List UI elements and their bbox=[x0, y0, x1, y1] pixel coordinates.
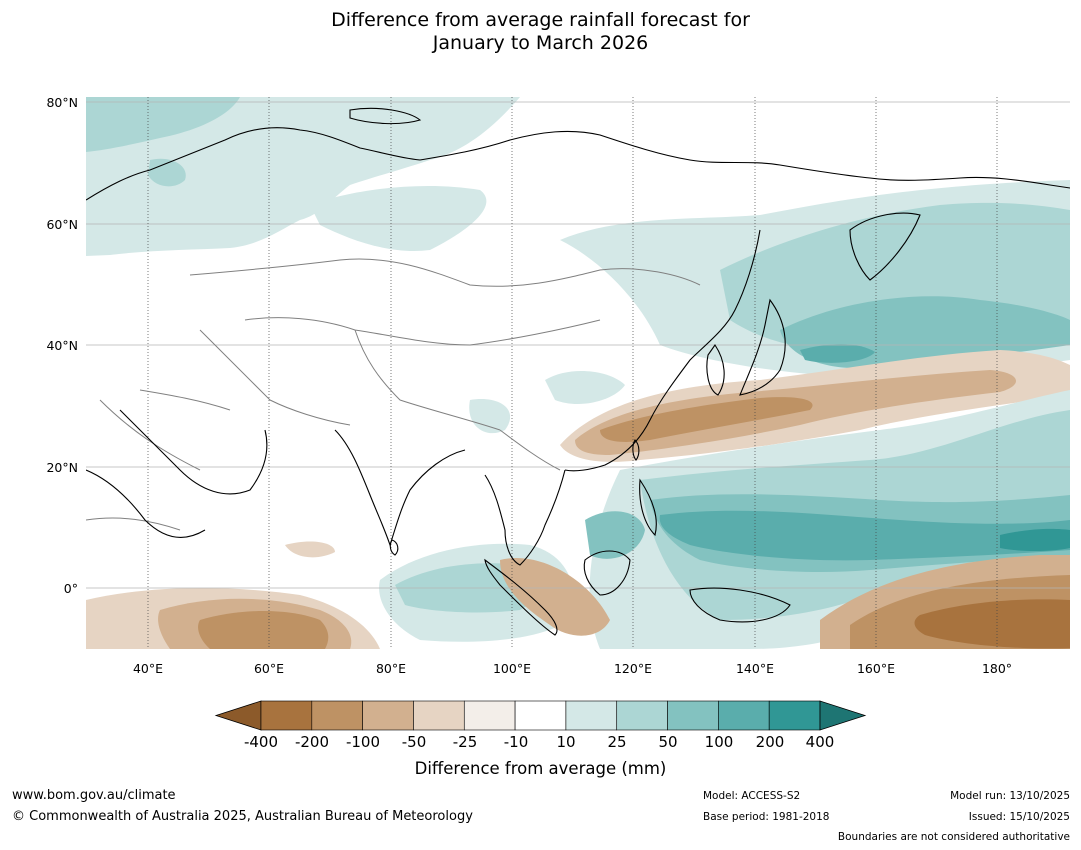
colorbar-box bbox=[718, 700, 770, 731]
lon-label-60e: 60°E bbox=[253, 661, 285, 676]
anomaly-wet-arctic-west bbox=[86, 97, 520, 256]
footer-disclaimer: Boundaries are not considered authoritat… bbox=[837, 831, 1070, 843]
coast-taiwan bbox=[632, 439, 640, 461]
coast-siberia-arctic bbox=[419, 130, 1070, 189]
colorbar-tick: -200 bbox=[294, 733, 330, 751]
anomaly-wet-barents bbox=[86, 97, 240, 152]
longitude-gridlines bbox=[147, 97, 998, 649]
lat-label-0: 0° bbox=[63, 581, 78, 596]
colorbar-box bbox=[565, 700, 618, 731]
lon-label-140e: 140°E bbox=[735, 661, 774, 676]
coast-japan bbox=[739, 298, 786, 396]
lon-label-80e: 80°E bbox=[375, 661, 407, 676]
coast-kamchatka bbox=[849, 212, 921, 281]
colorbar bbox=[214, 700, 867, 731]
anomaly-dry-south-pacific-core bbox=[914, 599, 1070, 649]
coast-africa-horn bbox=[86, 469, 206, 538]
anomaly-wet-borneo bbox=[585, 511, 645, 559]
lat-label-80n: 80°N bbox=[46, 95, 78, 110]
colorbar-tick: 100 bbox=[704, 733, 734, 751]
footer-base-period: Base period: 1981-2018 bbox=[703, 811, 830, 823]
lon-label-100e: 100°E bbox=[492, 661, 531, 676]
colorbar-extend-high bbox=[819, 700, 867, 731]
lat-label-40n: 40°N bbox=[46, 338, 78, 353]
lon-label-180: 180° bbox=[981, 661, 1013, 676]
colorbar-tick: 400 bbox=[805, 733, 835, 751]
colorbar-box bbox=[667, 700, 719, 731]
lat-label-60n: 60°N bbox=[46, 217, 78, 232]
colorbar-box bbox=[514, 700, 567, 731]
colorbar-box bbox=[260, 700, 313, 731]
coast-novaya-zemlya bbox=[349, 107, 422, 125]
colorbar-box bbox=[463, 700, 516, 731]
coast-new-guinea bbox=[689, 587, 791, 623]
colorbar-tick: -50 bbox=[401, 733, 427, 751]
anomaly-dry-south-indian-core bbox=[198, 611, 329, 649]
colorbar-box bbox=[362, 700, 414, 731]
coast-borneo bbox=[583, 550, 631, 596]
anomaly-wet-bay-bengal bbox=[469, 399, 511, 434]
lon-label-160e: 160°E bbox=[856, 661, 895, 676]
colorbar-tick: 50 bbox=[658, 733, 678, 751]
latitude-gridlines bbox=[86, 101, 1070, 589]
country-boundaries bbox=[86, 258, 701, 531]
map-field bbox=[86, 97, 1070, 649]
coastlines bbox=[86, 107, 1070, 636]
colorbar-box bbox=[768, 700, 821, 731]
coast-korea bbox=[706, 344, 725, 396]
anomaly-wet-siberia-band bbox=[310, 185, 487, 251]
colorbar-box bbox=[413, 700, 465, 731]
coast-sumatra bbox=[484, 558, 558, 636]
coast-sri-lanka bbox=[389, 539, 399, 556]
colorbar-title: Difference from average (mm) bbox=[414, 759, 667, 778]
colorbar-box bbox=[616, 700, 668, 731]
coast-philippines bbox=[639, 478, 657, 537]
footer-copyright: © Commonwealth of Australia 2025, Austra… bbox=[12, 809, 473, 824]
footer-issued: Issued: 15/10/2025 bbox=[968, 811, 1070, 823]
anomaly-dry-java bbox=[500, 558, 610, 636]
colorbar-tick: -25 bbox=[452, 733, 478, 751]
anomaly-wet-south-china-sea bbox=[545, 370, 625, 405]
anomaly-wet-tropical-pacific-peak bbox=[1000, 528, 1070, 551]
anomaly-wet-norway bbox=[148, 158, 186, 187]
lat-label-20n: 20°N bbox=[46, 460, 78, 475]
colorbar-extend-low bbox=[214, 700, 262, 731]
colorbar-tick: 25 bbox=[607, 733, 627, 751]
coast-east-asia bbox=[564, 229, 761, 472]
footer-url[interactable]: www.bom.gov.au/climate bbox=[12, 788, 176, 803]
colorbar-tick: 200 bbox=[755, 733, 785, 751]
colorbar-box bbox=[311, 700, 363, 731]
footer-model-run: Model run: 13/10/2025 bbox=[950, 790, 1070, 802]
colorbar-tick: -400 bbox=[243, 733, 279, 751]
anomaly-dry-subtropical-core bbox=[600, 397, 813, 442]
lon-label-40e: 40°E bbox=[132, 661, 164, 676]
lon-label-120e: 120°E bbox=[613, 661, 652, 676]
colorbar-tick: -10 bbox=[503, 733, 529, 751]
anomaly-wet-tropical-pacific-core bbox=[659, 510, 1070, 561]
coast-europe-arctic bbox=[86, 127, 421, 201]
coast-arabia bbox=[119, 409, 268, 495]
colorbar-tick: -100 bbox=[345, 733, 381, 751]
anomaly-dry-arabian bbox=[285, 541, 335, 558]
coast-indochina bbox=[484, 469, 566, 566]
map-title: Difference from average rainfall forecas… bbox=[0, 9, 1081, 55]
footer-model: Model: ACCESS-S2 bbox=[703, 790, 801, 802]
title-line-2: January to March 2026 bbox=[432, 32, 649, 54]
colorbar-tick: 10 bbox=[556, 733, 576, 751]
anomaly-wet-kuroshio bbox=[800, 344, 875, 363]
title-line-1: Difference from average rainfall forecas… bbox=[331, 9, 750, 31]
